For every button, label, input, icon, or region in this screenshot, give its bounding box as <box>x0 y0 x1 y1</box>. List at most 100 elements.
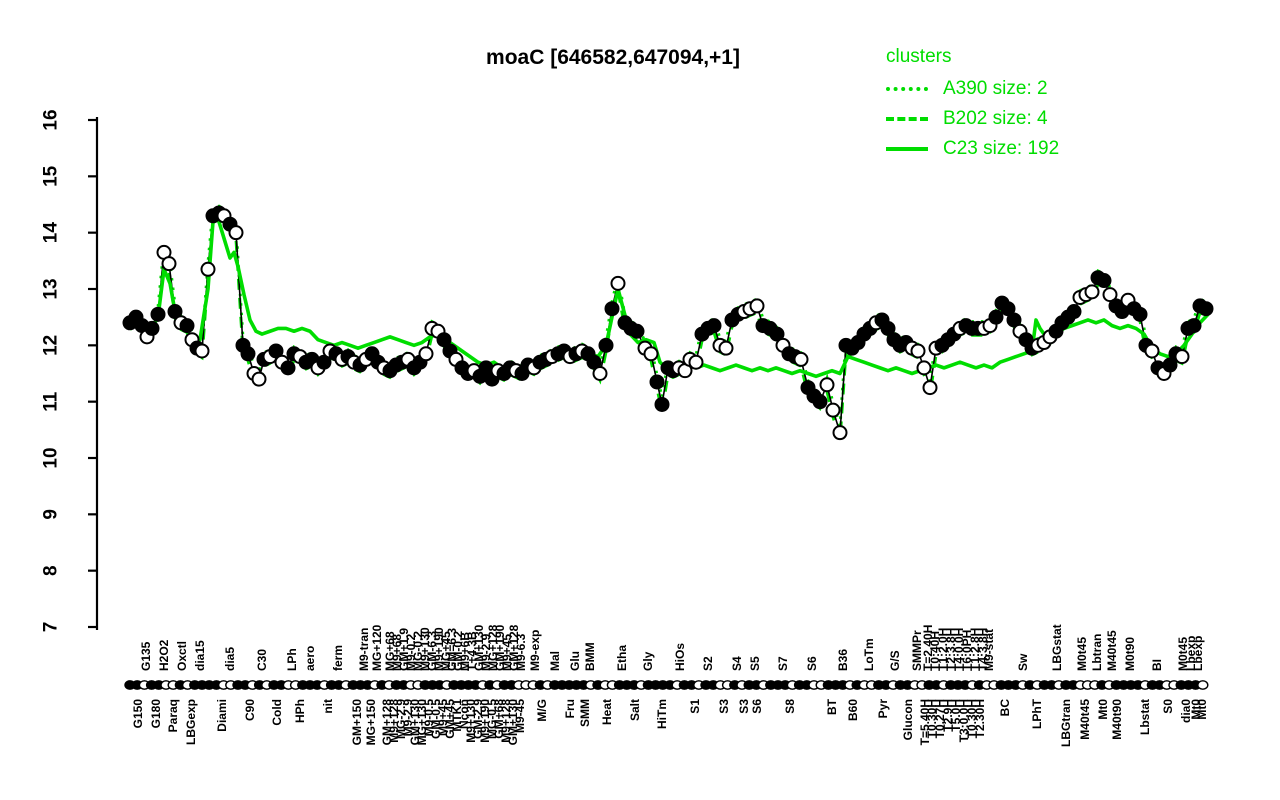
x-label-top: MG+120 <box>370 624 384 671</box>
x-label-top: GM-0.2 <box>451 631 465 671</box>
x-label-bottom: G150 <box>131 699 145 729</box>
x-label-bottom: MG-0.5 <box>485 699 499 739</box>
data-point-open <box>418 346 434 362</box>
data-point-open <box>825 402 841 418</box>
x-label-bottom: T5.0H <box>949 699 963 732</box>
x-label-bottom: S1 <box>688 699 702 714</box>
data-point-filled <box>150 306 166 322</box>
data-point-filled <box>1198 301 1214 317</box>
solid-line-icon <box>886 147 928 151</box>
x-label-bottom: LBGtran <box>1059 699 1073 747</box>
x-label-bottom: GM+128 <box>380 699 394 746</box>
x-label-bottom: T2.9H <box>941 699 955 732</box>
x-label-top: GM=6.3 <box>445 628 459 671</box>
x-label-top: M9-exp <box>528 630 542 671</box>
x-label-bottom: C90 <box>243 699 257 721</box>
dashed-line-icon <box>886 117 928 121</box>
x-label-top: M9-tran <box>357 628 371 671</box>
data-point-open <box>1102 287 1118 303</box>
x-label-top: GM+190 <box>493 624 507 671</box>
x-label-top: LoTm <box>862 638 876 671</box>
x-label-top: T0:40H <box>928 631 942 671</box>
x-label-top: H2O2 <box>157 639 171 671</box>
x-label-bottom: SMM <box>578 699 592 727</box>
data-point-open <box>228 225 244 241</box>
x-label-top: LPh <box>285 648 299 671</box>
data-point-filled <box>1162 357 1178 373</box>
data-point-open <box>194 343 210 359</box>
y-tick-label: 10 <box>41 447 62 468</box>
x-label-top: Lbexp <box>1184 636 1198 671</box>
x-label-top: M0t90 <box>1123 637 1137 671</box>
x-label-bottom: M9+128 <box>499 699 513 743</box>
legend-item-label: A390 size: 2 <box>943 78 1048 99</box>
x-label-top: M9+6B <box>458 632 472 671</box>
x-label-top: M0t45 <box>1176 637 1190 671</box>
y-tick-label: 13 <box>41 278 62 299</box>
legend-item-b202: B202 size: 4 <box>886 104 1059 134</box>
data-point-filled <box>280 360 296 376</box>
data-point-open <box>1174 349 1190 365</box>
x-label-top: GM+128 <box>507 624 521 671</box>
x-label-top: B36 <box>836 649 850 671</box>
x-label-top: T1:2.8H <box>968 628 982 671</box>
x-label-top: S7 <box>776 656 790 671</box>
x-label-top: T4:0.0H <box>952 628 966 671</box>
x-label-bottom: M40t90 <box>1110 699 1124 740</box>
data-point-filled <box>316 354 332 370</box>
x-label-bottom: M9-2.9 <box>401 699 415 737</box>
x-label-bottom: GM+130 <box>408 699 422 746</box>
x-label-top: S5 <box>748 656 762 671</box>
data-point-open <box>643 346 659 362</box>
x-label-top: GM-6.3 <box>425 631 439 671</box>
x-label-top: MG-0.2 <box>411 631 425 671</box>
data-point-filled <box>1096 273 1112 289</box>
y-tick-label: 8 <box>41 565 62 576</box>
x-label-top: T+4.3B <box>465 631 479 671</box>
x-label-top: MG+128 <box>486 624 500 671</box>
x-label-top: G/S <box>888 650 902 671</box>
data-point-filled <box>1132 306 1148 322</box>
y-tick-label: 7 <box>41 622 62 633</box>
data-point-open <box>922 380 938 396</box>
x-label-bottom: HiTm <box>655 699 669 729</box>
legend-item-label: C23 size: 192 <box>943 138 1060 159</box>
data-point-filled <box>604 301 620 317</box>
x-label-bottom: BT <box>825 698 839 715</box>
x-label-top: S6 <box>805 656 819 671</box>
x-label-bottom: M9-0.5 <box>422 699 436 737</box>
x-label-top: M9+130 <box>418 627 432 671</box>
strip-marker-open <box>1197 680 1209 690</box>
data-point-filled <box>1000 301 1016 317</box>
x-label-top: Oxctl <box>175 641 189 671</box>
x-label-bottom: Salt <box>628 699 642 721</box>
data-point-filled <box>649 374 665 390</box>
x-label-bottom: LPhT <box>1030 698 1044 729</box>
x-label-bottom: M9-45 <box>513 699 527 733</box>
data-point-open <box>1084 284 1100 300</box>
data-point-filled <box>880 320 896 336</box>
x-label-bottom: Glucon <box>901 699 915 740</box>
data-point-filled <box>654 396 670 412</box>
x-label-bottom: Heat <box>600 699 614 725</box>
x-label-top: C30 <box>255 649 269 671</box>
x-label-bottom: M9+45 <box>436 699 450 736</box>
x-label-top: GM+1.9 <box>397 628 411 671</box>
x-label-bottom: MG+130 <box>415 699 429 746</box>
x-label-bottom: MG+150 <box>364 699 378 746</box>
x-label-top: MG+45 <box>439 631 453 671</box>
x-label-top: T=2.40H <box>921 625 935 671</box>
data-point-filled <box>167 304 183 320</box>
data-point-filled <box>812 394 828 410</box>
x-label-top: M9-2.9 <box>479 633 493 671</box>
x-label-top: T4:3.8H <box>976 628 990 671</box>
x-label-top: T6:0PH <box>960 630 974 671</box>
x-label-bottom: GM+130 <box>506 699 520 746</box>
x-label-bottom: M9+128 <box>387 699 401 743</box>
data-point-filled <box>586 354 602 370</box>
data-point-filled <box>1066 304 1082 320</box>
data-point-filled <box>1186 318 1202 334</box>
x-label-bottom: Paraq <box>166 699 180 732</box>
data-point-open <box>910 343 926 359</box>
